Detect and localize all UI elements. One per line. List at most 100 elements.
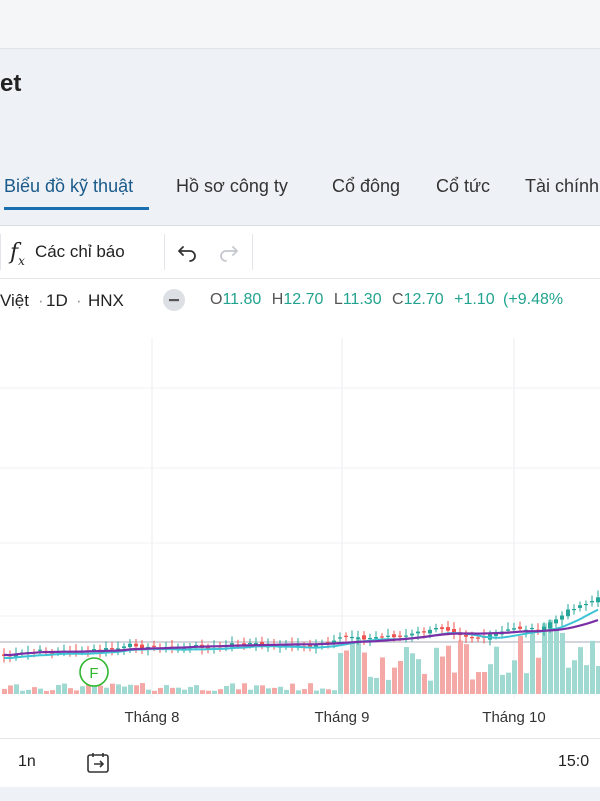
go-to-date-button[interactable]: [86, 751, 112, 780]
volume-bar: [32, 687, 37, 694]
candle: [308, 644, 312, 648]
toolbar-separator: [252, 234, 253, 270]
volume-bar: [500, 674, 505, 694]
volume-bar: [74, 690, 79, 694]
interval-label[interactable]: 1D: [46, 291, 68, 310]
volume-bar: [398, 660, 403, 694]
volume-bar: [164, 685, 169, 694]
volume-bar: [278, 686, 283, 694]
redo-button[interactable]: [218, 226, 240, 278]
volume-bar: [542, 623, 547, 694]
candle: [446, 627, 450, 631]
volume-bar: [344, 650, 349, 694]
tab-shareholders[interactable]: Cổ đông: [332, 176, 401, 196]
candle: [374, 637, 378, 639]
volume-bar: [596, 665, 600, 694]
volume-bar: [146, 689, 151, 694]
volume-bar: [494, 646, 499, 694]
candle: [128, 643, 132, 648]
candle: [542, 626, 546, 632]
candle: [572, 608, 576, 611]
candle: [248, 643, 252, 645]
volume-bar: [68, 688, 73, 694]
candle: [422, 631, 426, 633]
volume-bar: [308, 683, 313, 694]
volume-bar: [230, 683, 235, 694]
time-display: 15:0: [558, 753, 590, 770]
volume-bar: [242, 683, 247, 694]
candle: [344, 635, 348, 637]
candle: [260, 642, 264, 646]
candle: [578, 605, 582, 608]
volume-bar: [248, 689, 253, 694]
x-axis-labels: Tháng 8 Tháng 9 Tháng 10: [124, 709, 545, 726]
volume-bar: [536, 657, 541, 694]
candle: [368, 637, 372, 640]
tab-dividends[interactable]: Cổ tức: [436, 176, 491, 196]
moving-average-line-cyan: [3, 608, 599, 660]
volume-bar: [302, 689, 307, 694]
candle: [134, 643, 138, 647]
volume-bar: [284, 689, 289, 694]
volume-bar: [134, 685, 139, 694]
price-chart[interactable]: F Tháng 8 Tháng 9 Tháng 10: [0, 338, 600, 738]
candle: [362, 635, 366, 640]
chart-legend: Việt · 1D · HNX O11.80 H12.70 L11.30 C12…: [0, 282, 600, 322]
tab-technical-chart[interactable]: Biểu đồ kỹ thuật: [4, 176, 134, 196]
volume-bar: [488, 664, 493, 694]
change-percent: (+9.48%: [503, 291, 564, 308]
candle: [110, 648, 114, 650]
volume-bar: [104, 687, 109, 694]
volume-bar: [476, 672, 481, 694]
symbol-name[interactable]: Việt: [0, 291, 29, 310]
collapse-legend-button[interactable]: [162, 288, 186, 317]
volume-bar: [8, 685, 13, 694]
minus-circle-icon: [163, 289, 185, 311]
candle: [392, 634, 396, 638]
volume-bar: [578, 647, 583, 694]
bottom-toolbar: 1n 15:0: [0, 738, 600, 787]
volume-bar: [440, 656, 445, 694]
candle: [506, 629, 510, 631]
volume-bar: [548, 619, 553, 694]
range-1n-button[interactable]: 1n: [18, 753, 36, 770]
volume-bar: [464, 644, 469, 694]
candle: [494, 632, 498, 636]
candle: [518, 626, 522, 629]
tab-financials[interactable]: Tài chính: [525, 176, 600, 196]
candle: [152, 645, 156, 647]
chart-widget: fx Các chỉ báo Việt · 1D · HNX O11.80 H1…: [0, 225, 600, 787]
candle: [386, 635, 390, 637]
indicators-button[interactable]: fx Các chỉ báo: [10, 226, 125, 278]
volume-bar: [224, 685, 229, 694]
tab-company-profile[interactable]: Hồ sơ công ty: [176, 176, 288, 196]
volume-bar: [554, 629, 559, 694]
undo-button[interactable]: [176, 226, 198, 278]
volume-bar: [296, 690, 301, 694]
volume-bar: [122, 686, 127, 694]
candle: [530, 627, 534, 630]
volume-bar: [332, 690, 337, 694]
candle: [242, 643, 246, 645]
volume-bar: [188, 686, 193, 694]
change-value: +1.10: [454, 291, 495, 308]
candle: [590, 600, 594, 603]
event-marker[interactable]: F: [79, 657, 109, 687]
volume-bar: [182, 689, 187, 694]
volume-bar: [158, 687, 163, 694]
candle: [434, 627, 438, 630]
candle: [380, 636, 384, 638]
volume-bar: [506, 672, 511, 694]
open-value: 11.80: [222, 291, 262, 308]
page-title: et: [0, 70, 22, 97]
volume-bar: [584, 665, 589, 694]
chart-grid: [0, 338, 600, 698]
volume-bar: [140, 683, 145, 694]
candle: [476, 637, 480, 639]
candle: [398, 635, 402, 637]
candle: [38, 649, 42, 651]
candle: [140, 644, 144, 650]
volume-bar: [170, 687, 175, 694]
volume-bar: [212, 690, 217, 694]
volume-bar: [446, 645, 451, 694]
